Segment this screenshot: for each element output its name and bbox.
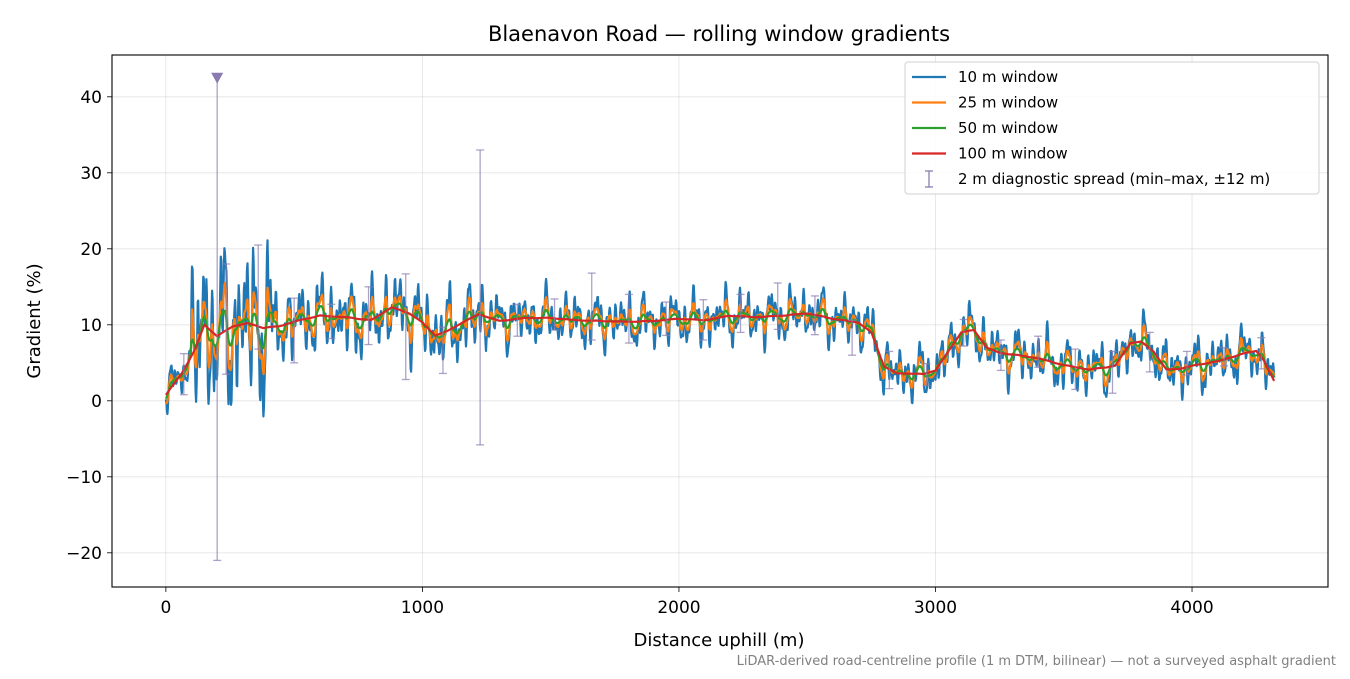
axes-frame bbox=[111, 54, 1329, 588]
series-line-100m bbox=[165, 306, 1276, 396]
series-group bbox=[164, 239, 1276, 418]
x-tick-label: 4000 bbox=[1170, 598, 1213, 618]
y-tick-label: −10 bbox=[66, 468, 102, 488]
y-tick-label: 10 bbox=[80, 316, 102, 336]
legend: 10 m window 25 m window 50 m window 100 m w… bbox=[904, 61, 1320, 195]
footnote: LiDAR-derived road-centreline profile (1… bbox=[737, 654, 1336, 669]
legend-label: 2 m diagnostic spread (min–max, ±12 m) bbox=[958, 170, 1270, 188]
y-axis-label: Gradient (%) bbox=[24, 263, 45, 378]
x-axis-label: Distance uphill (m) bbox=[634, 630, 805, 651]
series-line-25m bbox=[165, 281, 1276, 405]
y-tick-label: 0 bbox=[91, 392, 102, 412]
legend-label: 10 m window bbox=[958, 68, 1058, 86]
legend-label: 25 m window bbox=[958, 94, 1058, 112]
plot-area bbox=[164, 72, 1276, 562]
x-tick-label: 1000 bbox=[401, 598, 444, 618]
y-tick-label: 30 bbox=[80, 164, 102, 184]
x-tick-label: 0 bbox=[160, 598, 171, 618]
chart-title: Blaenavon Road — rolling window gradient… bbox=[488, 22, 950, 46]
x-tick-label: 3000 bbox=[914, 598, 957, 618]
axes: 0 1000 2000 3000 4000 −20 −10 0 10 20 30 40 bbox=[66, 54, 1329, 618]
legend-box bbox=[904, 61, 1320, 195]
x-tick-label: 2000 bbox=[657, 598, 700, 618]
y-tick-label: 20 bbox=[80, 240, 102, 260]
legend-label: 50 m window bbox=[958, 119, 1058, 137]
legend-label: 100 m window bbox=[958, 145, 1068, 163]
y-tick-label: −20 bbox=[66, 544, 102, 564]
clipped-marker bbox=[211, 72, 224, 84]
y-tick-label: 40 bbox=[80, 88, 102, 108]
